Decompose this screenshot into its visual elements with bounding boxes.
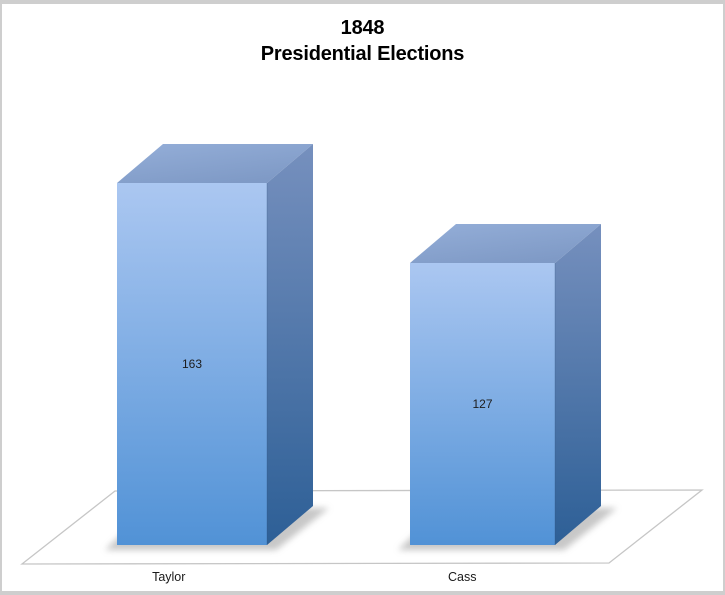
chart-title: 1848 Presidential Elections xyxy=(2,15,723,67)
bar-cass: 127 xyxy=(410,224,601,545)
3d-bar-plot: 163 127 Taylor Cass xyxy=(20,144,704,584)
category-label-taylor: Taylor xyxy=(152,570,185,584)
value-label-taylor: 163 xyxy=(182,357,202,371)
bar-front-face xyxy=(117,183,267,545)
value-label-cass: 127 xyxy=(472,397,492,411)
chart-title-line1: 1848 xyxy=(340,17,385,39)
bar-top-face xyxy=(117,144,313,183)
bar-side-face xyxy=(555,224,601,545)
category-label-cass: Cass xyxy=(448,570,476,584)
bar-side-face xyxy=(267,144,313,545)
bar-top-face xyxy=(410,224,601,263)
bar-taylor: 163 xyxy=(117,144,313,545)
chart-title-line2: Presidential Elections xyxy=(260,43,465,65)
bar-front-face xyxy=(410,263,555,545)
